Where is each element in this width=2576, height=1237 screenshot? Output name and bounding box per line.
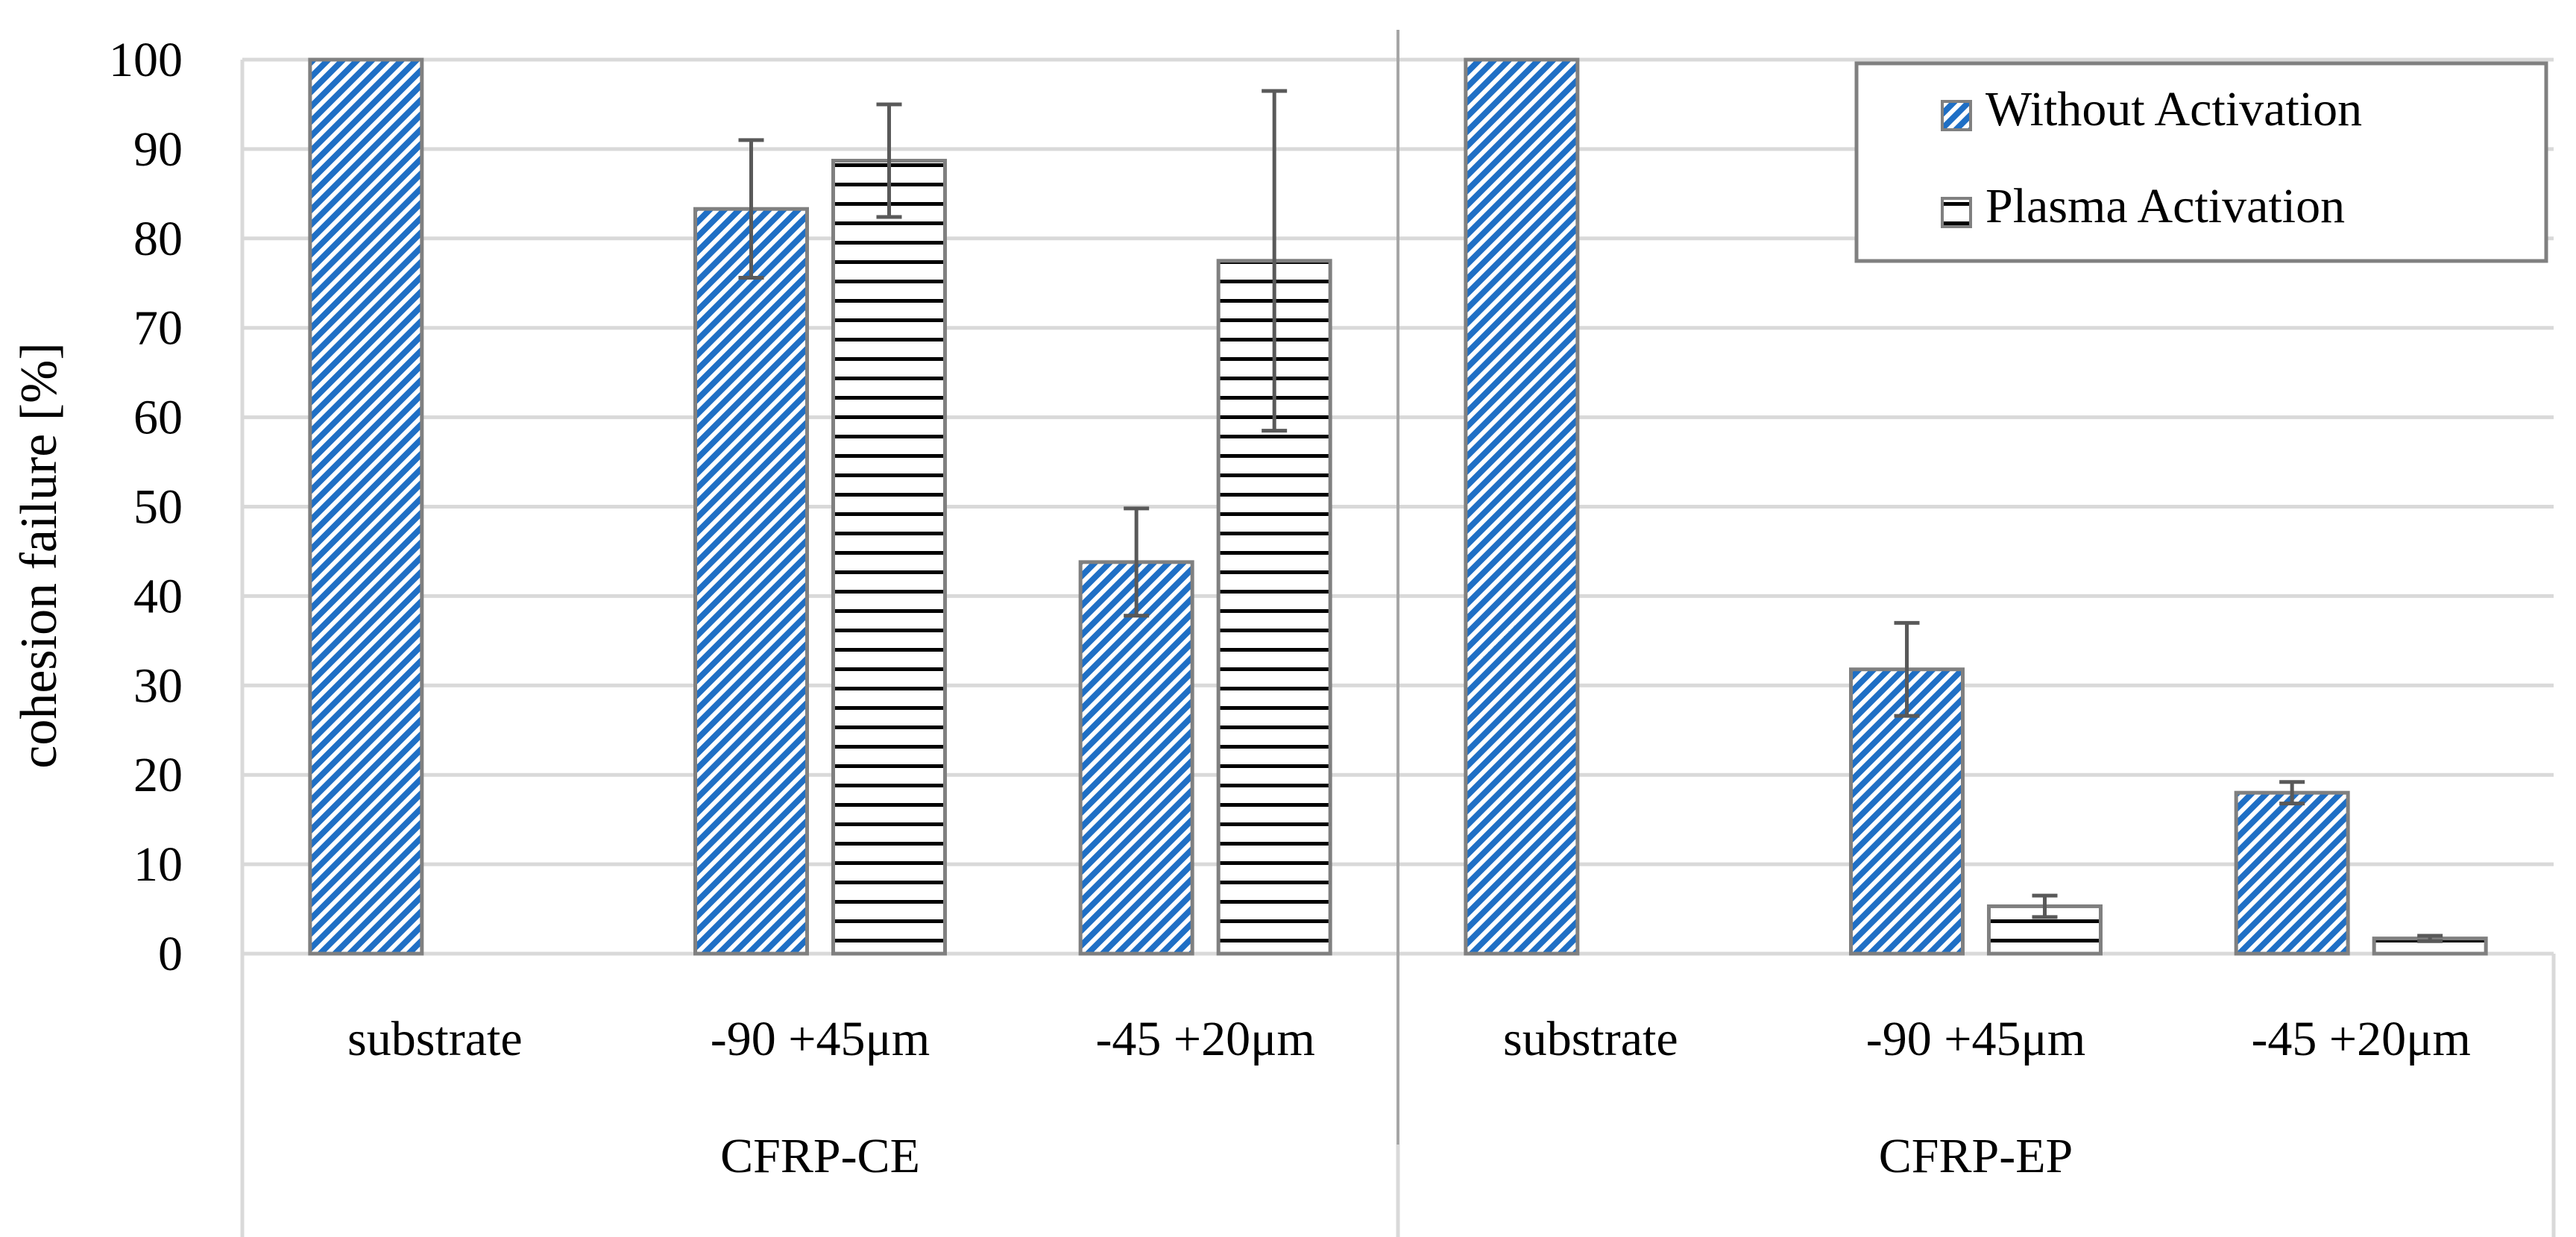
bar-plasma-activation (831, 158, 947, 956)
legend-label-without-activation: Without Activation (1985, 82, 2362, 136)
x-category-label: -45 +20μm (2251, 1012, 2470, 1066)
x-category-label: -90 +45μm (711, 1012, 930, 1066)
legend-label-plasma-activation: Plasma Activation (1985, 179, 2345, 233)
y-tick-label: 30 (133, 658, 183, 713)
x-group-label: CFRP-CE (720, 1129, 920, 1183)
y-tick-label: 20 (133, 748, 183, 802)
y-tick-label: 50 (133, 480, 183, 535)
y-tick-label: 80 (133, 212, 183, 266)
x-category-label: -90 +45μm (1866, 1012, 2085, 1066)
legend-swatch-without-activation (1941, 100, 1972, 131)
x-category-label: -45 +20μm (1095, 1012, 1314, 1066)
bar-without-activation (1078, 560, 1194, 956)
y-tick-label: 60 (133, 391, 183, 445)
bar-without-activation (308, 57, 424, 956)
y-tick-label: 70 (133, 301, 183, 356)
axis-frame (240, 30, 2556, 1237)
bar-without-activation (1464, 57, 1580, 956)
x-group-label: CFRP-EP (1879, 1129, 2073, 1183)
y-tick-label: 100 (109, 33, 183, 87)
y-tick-labels: 0 10 20 30 40 50 60 70 80 90 100 (109, 33, 183, 981)
bars (308, 57, 2488, 956)
y-tick-label: 0 (158, 927, 183, 981)
x-category-label: substrate (1503, 1012, 1678, 1066)
y-tick-label: 40 (133, 569, 183, 623)
x-category-labels: substrate -90 +45μm -45 +20μm substrate -90 … (347, 1012, 2471, 1183)
y-tick-label: 10 (133, 837, 183, 892)
bar-without-activation (693, 207, 809, 956)
x-category-label: substrate (347, 1012, 523, 1066)
bar-without-activation (2234, 790, 2350, 956)
y-tick-label: 90 (133, 122, 183, 177)
error-bars (738, 89, 2443, 943)
y-axis-label: cohesion failure [%] (10, 342, 68, 768)
legend-swatch-plasma-activation (1941, 197, 1972, 228)
legend: Without Activation Plasma Activation (1854, 61, 2548, 263)
